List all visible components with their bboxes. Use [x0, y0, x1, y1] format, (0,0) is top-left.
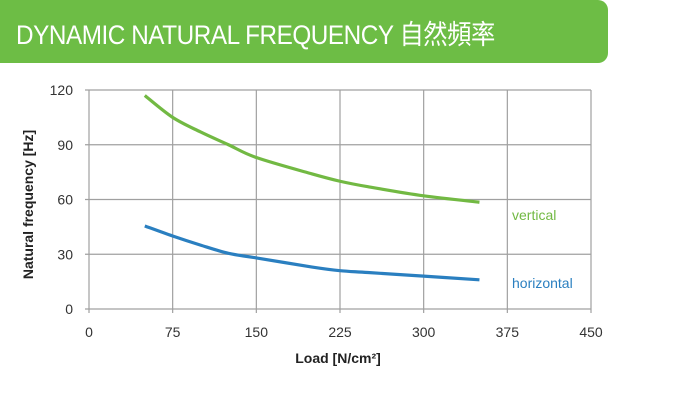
- series-line-horizontal: [144, 224, 480, 282]
- x-tick-label: 150: [245, 324, 269, 340]
- title-banner: DYNAMIC NATURAL FREQUENCY 自然頻率: [0, 0, 608, 63]
- chart-title: DYNAMIC NATURAL FREQUENCY 自然頻率: [16, 20, 495, 50]
- y-axis-label: Natural frequency [Hz]: [20, 130, 36, 279]
- y-tick-label: 60: [57, 192, 73, 208]
- x-tick-label: 300: [412, 324, 436, 340]
- series-label-vertical: vertical: [512, 207, 556, 223]
- series-line-vertical: [143, 94, 480, 204]
- x-tick-label: 450: [579, 324, 603, 340]
- y-tick-label: 90: [57, 137, 73, 153]
- x-tick-label: 375: [496, 324, 520, 340]
- x-tick-label: 225: [328, 324, 352, 340]
- x-tick-label: 0: [85, 324, 93, 340]
- y-tick-label: 30: [57, 246, 73, 262]
- x-tick-label: 75: [165, 324, 181, 340]
- x-axis-label: Load [N/cm²]: [295, 350, 381, 366]
- y-tick-label: 120: [50, 82, 74, 98]
- series-label-horizontal: horizontal: [512, 275, 573, 291]
- y-tick-label: 0: [65, 301, 73, 317]
